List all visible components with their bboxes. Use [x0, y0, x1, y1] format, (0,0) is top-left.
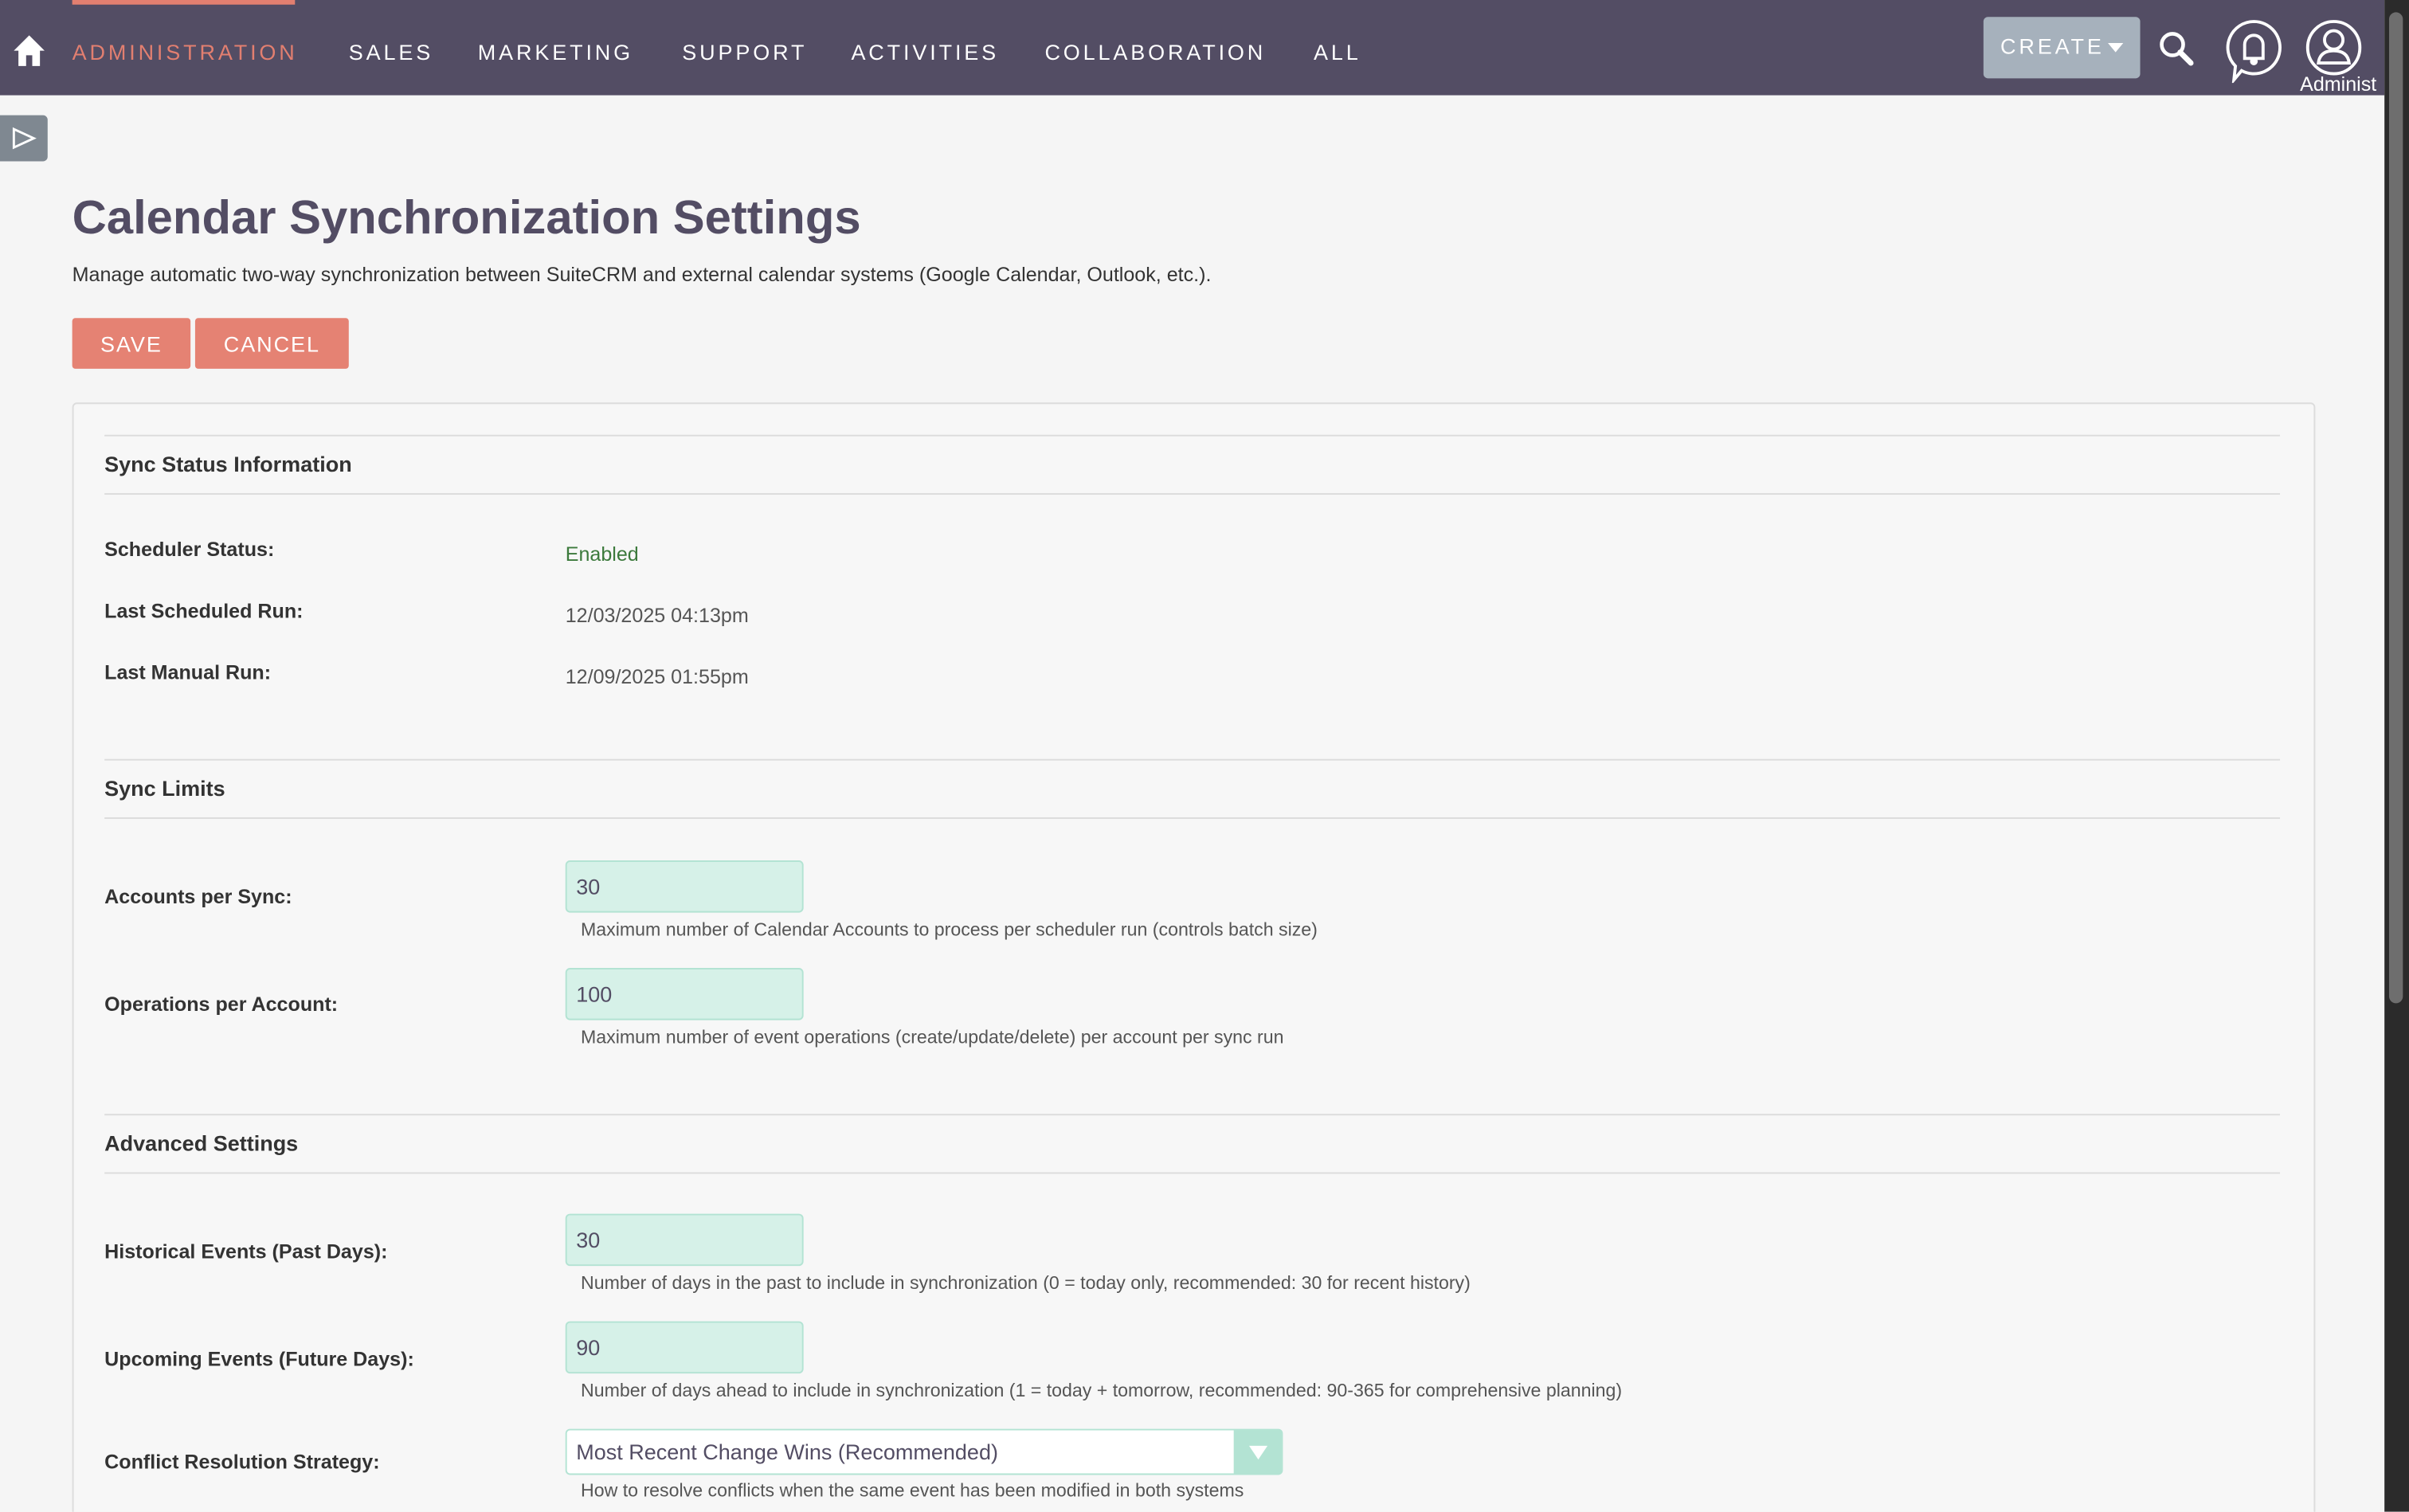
section-heading-sync-status: Sync Status Information — [104, 452, 352, 476]
scrollbar[interactable] — [2384, 0, 2409, 1512]
operations-per-account-label: Operations per Account: — [104, 992, 339, 1016]
last-manual-run-value: 12/09/2025 01:55pm — [565, 665, 749, 689]
past-days-input[interactable] — [565, 1213, 804, 1267]
divider — [104, 1172, 2281, 1174]
last-manual-run-label: Last Manual Run: — [104, 660, 272, 684]
nav-collaboration[interactable]: COLLABORATION — [1044, 40, 1267, 65]
divider — [104, 817, 2281, 819]
chevron-down-icon — [1248, 1445, 1268, 1460]
future-days-help: Number of days ahead to include in synch… — [581, 1379, 1623, 1401]
scheduler-status-value: Enabled — [565, 542, 639, 566]
nav-sales[interactable]: SALES — [348, 40, 434, 65]
nav-activities[interactable]: ACTIVITIES — [851, 40, 1000, 65]
create-button[interactable]: CREATE — [1983, 17, 2141, 79]
last-scheduled-run-label: Last Scheduled Run: — [104, 599, 304, 623]
nav-administration[interactable]: ADMINISTRATION — [72, 40, 298, 65]
divider — [104, 434, 2281, 437]
user-avatar-icon[interactable] — [2305, 18, 2363, 76]
accounts-per-sync-help: Maximum number of Calendar Accounts to p… — [581, 919, 1318, 941]
past-days-label: Historical Events (Past Days): — [104, 1240, 388, 1263]
page-description: Manage automatic two-way synchronization… — [72, 262, 1212, 286]
divider — [104, 493, 2281, 496]
conflict-strategy-help: How to resolve conflicts when the same e… — [581, 1479, 1244, 1502]
section-heading-advanced: Advanced Settings — [104, 1130, 299, 1156]
future-days-input[interactable] — [565, 1321, 804, 1374]
conflict-strategy-select[interactable]: Most Recent Change Wins (Recommended) — [565, 1428, 1283, 1475]
home-icon[interactable] — [12, 33, 45, 67]
settings-panel — [72, 402, 2316, 1512]
dropdown-toggle[interactable] — [1233, 1430, 1282, 1474]
nav-marketing[interactable]: MARKETING — [477, 40, 634, 65]
scheduler-status-label: Scheduler Status: — [104, 538, 275, 561]
nav-support[interactable]: SUPPORT — [682, 40, 808, 65]
past-days-help: Number of days in the past to include in… — [581, 1271, 1471, 1294]
user-name[interactable]: Administ — [2300, 72, 2377, 96]
operations-per-account-input[interactable] — [565, 968, 804, 1020]
last-scheduled-run-value: 12/03/2025 04:13pm — [565, 603, 749, 627]
conflict-strategy-label: Conflict Resolution Strategy: — [104, 1450, 380, 1474]
accounts-per-sync-input[interactable] — [565, 860, 804, 913]
search-icon[interactable] — [2159, 31, 2196, 68]
future-days-label: Upcoming Events (Future Days): — [104, 1347, 414, 1371]
accounts-per-sync-label: Accounts per Sync: — [104, 884, 292, 908]
section-heading-sync-limits: Sync Limits — [104, 775, 225, 801]
create-label: CREATE — [2000, 33, 2105, 59]
divider — [104, 758, 2281, 761]
chevron-down-icon — [2108, 43, 2124, 53]
divider — [104, 1114, 2281, 1116]
page-title: Calendar Synchronization Settings — [72, 190, 861, 245]
notification-bell-icon[interactable] — [2223, 18, 2285, 84]
active-tab-indicator — [72, 0, 296, 5]
save-button[interactable]: SAVE — [72, 318, 191, 369]
cancel-button[interactable]: CANCEL — [194, 318, 349, 369]
play-triangle-icon — [12, 127, 37, 150]
nav-all[interactable]: ALL — [1313, 40, 1361, 65]
operations-per-account-help: Maximum number of event operations (crea… — [581, 1026, 1284, 1048]
top-navbar: ADMINISTRATION SALES MARKETING SUPPORT A… — [0, 0, 2385, 96]
conflict-strategy-value: Most Recent Change Wins (Recommended) — [576, 1440, 998, 1464]
scrollbar-thumb[interactable] — [2388, 12, 2403, 1004]
sidebar-toggle-button[interactable] — [0, 115, 48, 162]
